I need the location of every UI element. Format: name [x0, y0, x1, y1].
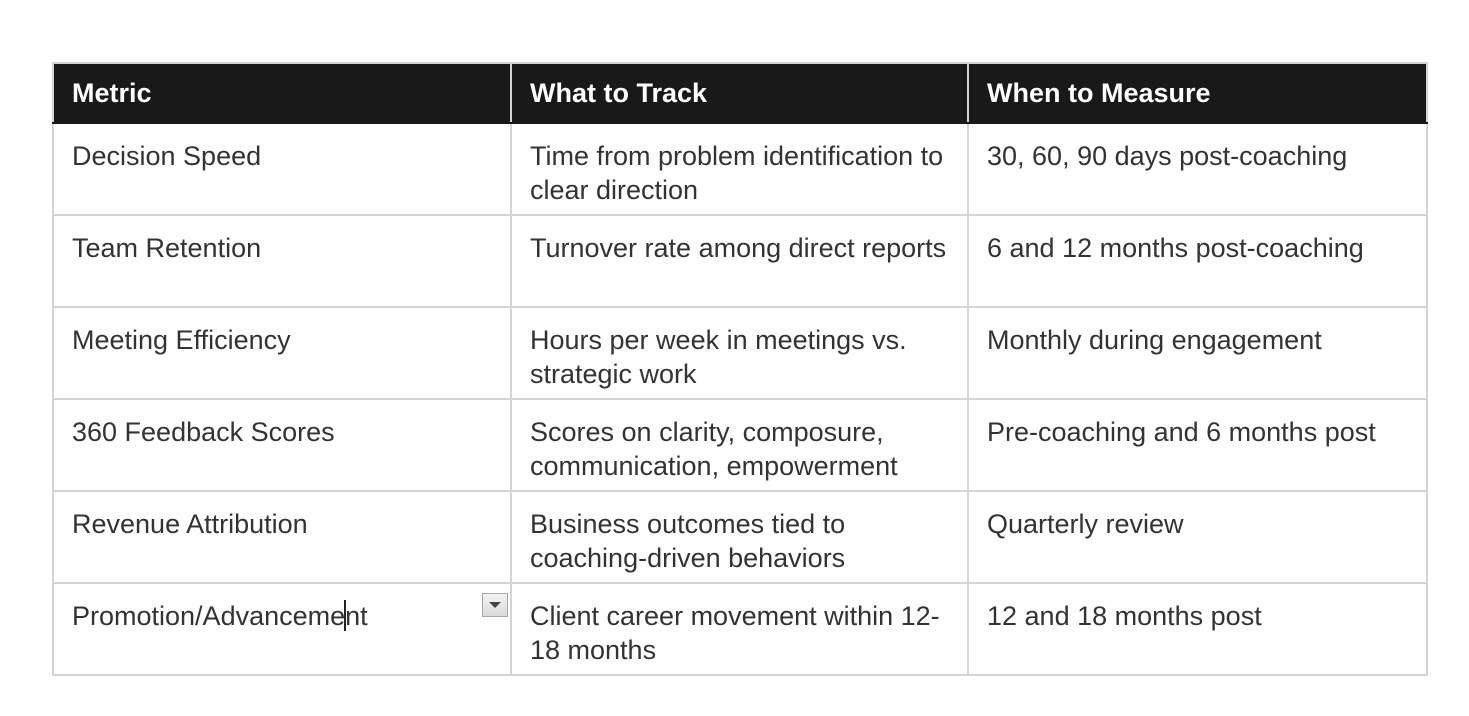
cell-text: Pre-coaching and 6 months post [987, 417, 1376, 447]
cell-text: Turnover rate among direct reports [530, 233, 947, 263]
table-row: Revenue Attribution Business outcomes ti… [52, 490, 1428, 584]
cell-what-to-track[interactable]: Business outcomes tied to coaching-drive… [510, 490, 969, 584]
header-metric[interactable]: Metric [52, 62, 512, 124]
table-row: Decision Speed Time from problem identif… [52, 122, 1428, 216]
cell-text: Client career movement within 12-18 mont… [530, 601, 940, 665]
cell-what-to-track[interactable]: Client career movement within 12-18 mont… [510, 582, 969, 676]
cell-text: 12 and 18 months post [987, 601, 1262, 631]
cell-text: Time from problem identification to clea… [530, 141, 944, 205]
cell-when-to-measure[interactable]: 12 and 18 months post [967, 582, 1428, 676]
cell-text: Decision Speed [72, 141, 262, 171]
cell-metric-editing[interactable]: Promotion/Advancement [52, 582, 512, 676]
cell-text: Business outcomes tied to coaching-drive… [530, 509, 846, 573]
cell-when-to-measure[interactable]: 30, 60, 90 days post-coaching [967, 122, 1428, 216]
cell-text: 6 and 12 months post-coaching [987, 233, 1364, 263]
table-row: Team Retention Turnover rate among direc… [52, 214, 1428, 308]
cell-text: Monthly during engagement [987, 325, 1322, 355]
cell-when-to-measure[interactable]: Quarterly review [967, 490, 1428, 584]
cell-text-after-cursor[interactable]: nt [345, 601, 368, 631]
table-row: Promotion/Advancement Client career move… [52, 582, 1428, 676]
cell-text: 30, 60, 90 days post-coaching [987, 141, 1348, 171]
chevron-down-icon[interactable] [482, 593, 508, 617]
cell-text-before-cursor[interactable]: Promotion/Advanceme [72, 601, 346, 631]
cell-text: Team Retention [72, 233, 262, 263]
table-row: Meeting Efficiency Hours per week in mee… [52, 306, 1428, 400]
cell-what-to-track[interactable]: Turnover rate among direct reports [510, 214, 969, 308]
header-row: Metric What to Track When to Measure [52, 62, 1428, 124]
cell-metric[interactable]: Meeting Efficiency [52, 306, 512, 400]
cell-text: Quarterly review [987, 509, 1184, 539]
cell-text: Meeting Efficiency [72, 325, 291, 355]
cell-when-to-measure[interactable]: 6 and 12 months post-coaching [967, 214, 1428, 308]
cell-text: Revenue Attribution [72, 509, 308, 539]
cell-when-to-measure[interactable]: Pre-coaching and 6 months post [967, 398, 1428, 492]
cell-what-to-track[interactable]: Scores on clarity, composure, communicat… [510, 398, 969, 492]
header-when-to-measure[interactable]: When to Measure [967, 62, 1428, 124]
header-what-to-track[interactable]: What to Track [510, 62, 969, 124]
cell-when-to-measure[interactable]: Monthly during engagement [967, 306, 1428, 400]
cell-text: Hours per week in meetings vs. strategic… [530, 325, 907, 389]
text-cursor [344, 600, 347, 631]
metrics-table: Metric What to Track When to Measure Dec… [52, 62, 1428, 676]
table-row: 360 Feedback Scores Scores on clarity, c… [52, 398, 1428, 492]
cell-metric[interactable]: Revenue Attribution [52, 490, 512, 584]
cell-text: 360 Feedback Scores [72, 417, 335, 447]
cell-text: Scores on clarity, composure, communicat… [530, 417, 898, 481]
cell-metric[interactable]: Decision Speed [52, 122, 512, 216]
cell-what-to-track[interactable]: Time from problem identification to clea… [510, 122, 969, 216]
cell-metric[interactable]: 360 Feedback Scores [52, 398, 512, 492]
cell-metric[interactable]: Team Retention [52, 214, 512, 308]
cell-what-to-track[interactable]: Hours per week in meetings vs. strategic… [510, 306, 969, 400]
